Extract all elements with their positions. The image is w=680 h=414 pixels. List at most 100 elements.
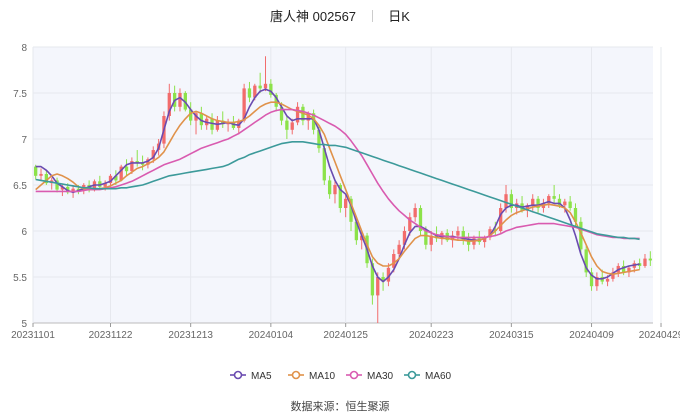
candle	[311, 109, 316, 135]
candle-body	[413, 208, 417, 218]
candle-body	[253, 85, 257, 98]
candle	[531, 194, 535, 211]
candle-body	[488, 229, 492, 238]
legend-swatch-marker	[291, 370, 301, 380]
x-tick-label: 20240223	[409, 330, 454, 341]
candle-body	[290, 122, 294, 130]
candle-body	[648, 258, 652, 261]
candle	[568, 196, 572, 211]
candle-body	[135, 161, 139, 163]
candle-body	[34, 166, 38, 176]
candle-body	[124, 166, 129, 172]
candle-body	[429, 235, 433, 245]
candle	[648, 251, 652, 266]
candle-body	[98, 181, 102, 187]
candle-body	[392, 254, 396, 268]
candle-body	[360, 235, 364, 241]
candle-body	[627, 267, 631, 273]
candle	[333, 180, 337, 204]
candle-body	[60, 186, 65, 190]
candle-body	[408, 217, 412, 231]
candle	[98, 175, 102, 190]
candle-body	[119, 166, 123, 181]
candle	[167, 83, 171, 121]
candle-body	[461, 231, 465, 241]
x-tick-label: 20231122	[89, 330, 133, 341]
y-tick-label: 8	[21, 43, 27, 54]
candle-body	[44, 173, 49, 184]
candle	[536, 196, 540, 213]
candle	[258, 72, 262, 93]
candle-body	[306, 113, 310, 121]
candle-body	[589, 272, 594, 287]
candle-body	[295, 106, 300, 123]
candle	[589, 267, 594, 291]
legend-item-ma10[interactable]: MA10	[288, 370, 336, 382]
candle-body	[55, 180, 59, 190]
y-gridlines: 5 5.5 6 6.5 7 7.5 8	[13, 43, 653, 330]
ma30-line	[35, 108, 640, 240]
candle	[199, 106, 204, 130]
candle-body	[130, 161, 134, 172]
candle	[295, 102, 300, 126]
candle-body	[231, 122, 236, 128]
candle-body	[579, 221, 583, 250]
candle	[178, 88, 182, 112]
candle	[124, 159, 129, 176]
candle-body	[338, 185, 342, 208]
candle-body	[509, 194, 514, 208]
legend-swatch-marker	[233, 370, 243, 380]
x-tick-label: 20240315	[489, 330, 534, 341]
candle	[263, 56, 268, 92]
candle-body	[605, 278, 610, 282]
y-tick-label: 7.5	[13, 89, 27, 100]
candle	[579, 217, 583, 254]
candle-body	[456, 231, 460, 236]
candle-body	[504, 194, 508, 208]
candle-body	[279, 106, 284, 121]
legend-item-ma60[interactable]: MA60	[404, 370, 452, 382]
candle	[563, 198, 567, 213]
ma60-line	[35, 141, 640, 241]
candle-body	[322, 148, 326, 181]
candle	[418, 205, 423, 236]
x-axis: 20231101 20231122 20231213 20240104 20240125…	[11, 47, 680, 341]
legend-item-ma5[interactable]: MA5	[230, 370, 272, 382]
legend-swatch-marker	[349, 370, 359, 380]
y-tick-label: 5.5	[13, 273, 27, 284]
legend-label: MA30	[367, 371, 394, 382]
candle-body	[424, 231, 428, 245]
candle-body	[386, 267, 391, 282]
x-tick-label: 20240429	[639, 330, 680, 341]
candle-body	[621, 265, 626, 273]
candle	[119, 164, 123, 182]
candle	[466, 232, 471, 252]
legend: MA5 MA10 MA30 MA60	[230, 370, 452, 382]
candle-body	[349, 198, 353, 222]
candle-body	[108, 175, 113, 184]
candle-body	[333, 185, 337, 195]
candle	[344, 194, 348, 218]
candle-body	[269, 83, 273, 95]
candle-body	[215, 120, 220, 130]
candle-body	[146, 159, 150, 165]
candle-body	[499, 208, 503, 231]
candle	[643, 254, 647, 268]
legend-item-ma30[interactable]: MA30	[346, 370, 394, 382]
candle	[461, 226, 465, 245]
candle-body	[151, 150, 155, 160]
candle	[55, 177, 59, 193]
ma5-line	[35, 88, 640, 283]
candle-body	[210, 118, 214, 130]
candle	[595, 272, 599, 291]
candle-body	[327, 180, 332, 195]
candle	[269, 79, 273, 98]
candle-body	[285, 120, 289, 130]
candle-body	[370, 263, 375, 296]
candle	[386, 263, 391, 287]
candle	[429, 231, 433, 252]
candle	[39, 168, 43, 181]
period-label[interactable]: 日K	[388, 9, 410, 24]
candle-body	[376, 277, 380, 296]
